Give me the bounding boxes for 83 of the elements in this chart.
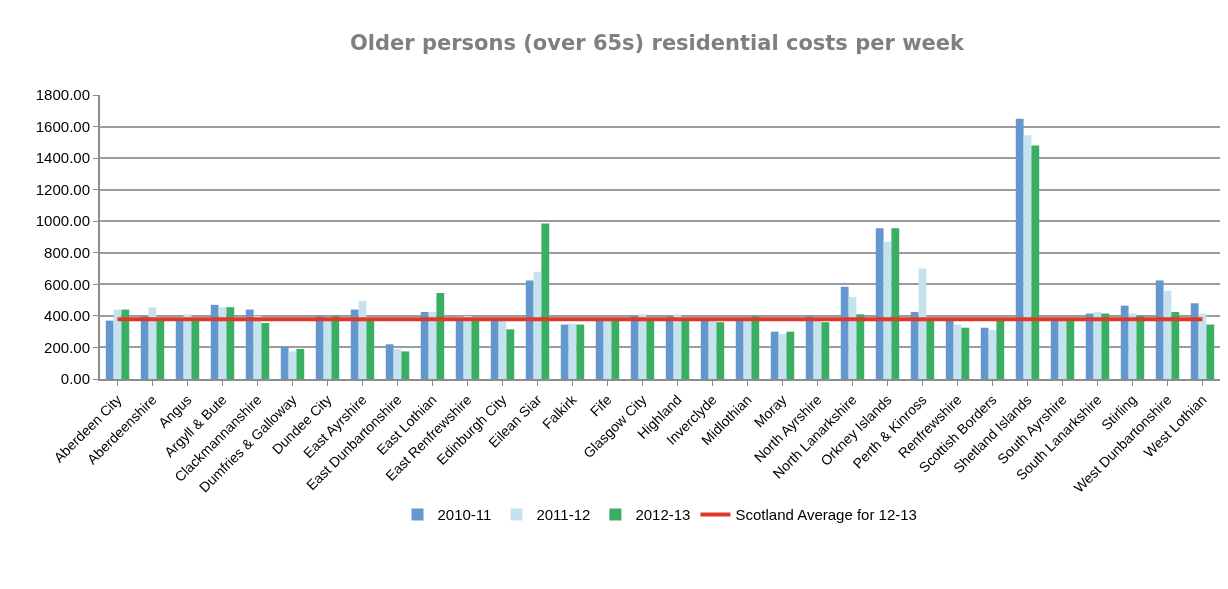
- bar: [401, 351, 410, 379]
- bar: [926, 319, 935, 379]
- y-tick-label: 600.00: [44, 275, 90, 293]
- bar: [525, 280, 534, 379]
- bar: [1155, 280, 1164, 379]
- bar: [105, 320, 114, 379]
- bar: [891, 228, 900, 379]
- y-tick-label: 1200.00: [35, 180, 90, 198]
- y-tick-label: 1000.00: [35, 212, 90, 230]
- bar: [751, 315, 760, 379]
- bar: [315, 315, 324, 379]
- bar: [506, 329, 515, 379]
- bar: [436, 293, 445, 379]
- bar: [856, 314, 865, 379]
- bar: [261, 322, 270, 379]
- bar: [996, 320, 1005, 379]
- legend-label: 2011-12: [536, 506, 591, 524]
- bar: [175, 319, 184, 379]
- bar: [875, 228, 884, 379]
- bar: [945, 319, 954, 379]
- bar: [576, 324, 585, 379]
- bar: [1136, 315, 1145, 379]
- y-tick-label: 1400.00: [35, 149, 90, 167]
- bar: [1206, 324, 1215, 379]
- y-tick-label: 0.00: [60, 370, 90, 388]
- bar: [961, 327, 970, 379]
- bar: [595, 320, 604, 379]
- bar: [988, 330, 997, 379]
- bar: [191, 319, 200, 379]
- bar: [665, 315, 674, 379]
- bar: [770, 331, 779, 379]
- bar: [296, 349, 305, 379]
- chart-title: Older persons (over 65s) residential costs per week: [349, 31, 966, 56]
- bar: [840, 286, 849, 379]
- bar: [821, 322, 830, 379]
- bar: [1120, 305, 1129, 379]
- bar: [393, 349, 402, 379]
- legend-label: 2010-11: [437, 506, 492, 524]
- bar: [210, 304, 219, 379]
- bar: [611, 320, 620, 379]
- y-tick-label: 1800.00: [35, 86, 90, 104]
- bar: [560, 324, 569, 379]
- legend-label: 2012-13: [635, 506, 691, 524]
- bar: [1050, 319, 1059, 379]
- bar: [280, 346, 289, 379]
- bar: [681, 319, 690, 379]
- bar: [288, 351, 297, 379]
- bar: [1066, 319, 1075, 379]
- bar: [331, 315, 340, 379]
- bar: [156, 319, 165, 379]
- bar: [245, 309, 254, 379]
- bar: [700, 320, 709, 379]
- x-tick-label: Fife: [586, 391, 615, 420]
- bar: [716, 322, 725, 379]
- bar: [1085, 313, 1094, 379]
- bar: [541, 223, 550, 379]
- bar: [385, 344, 394, 379]
- bar: [471, 319, 480, 379]
- legend-label: Scotland Average for 12-13: [735, 506, 917, 524]
- bar: [455, 319, 464, 379]
- bar: [140, 315, 149, 379]
- bar: [1171, 311, 1180, 379]
- bar: [786, 331, 795, 379]
- bar: [420, 311, 429, 379]
- bar: [805, 315, 814, 379]
- bar: [1101, 313, 1110, 379]
- bar: [350, 309, 359, 379]
- bar: [910, 311, 919, 379]
- bar: [121, 309, 130, 379]
- y-tick-label: 200.00: [44, 338, 90, 356]
- bar: [1015, 118, 1024, 379]
- y-tick-label: 800.00: [44, 244, 90, 262]
- bar: [366, 319, 375, 379]
- y-tick-label: 1600.00: [35, 117, 90, 135]
- bar: [630, 315, 639, 379]
- bar: [1190, 303, 1199, 379]
- bar: [1031, 145, 1040, 379]
- bar: [226, 307, 235, 379]
- bar: [490, 319, 499, 379]
- bar: [735, 319, 744, 379]
- y-tick-label: 400.00: [44, 307, 90, 325]
- bar: [980, 327, 989, 379]
- bar: [646, 319, 655, 379]
